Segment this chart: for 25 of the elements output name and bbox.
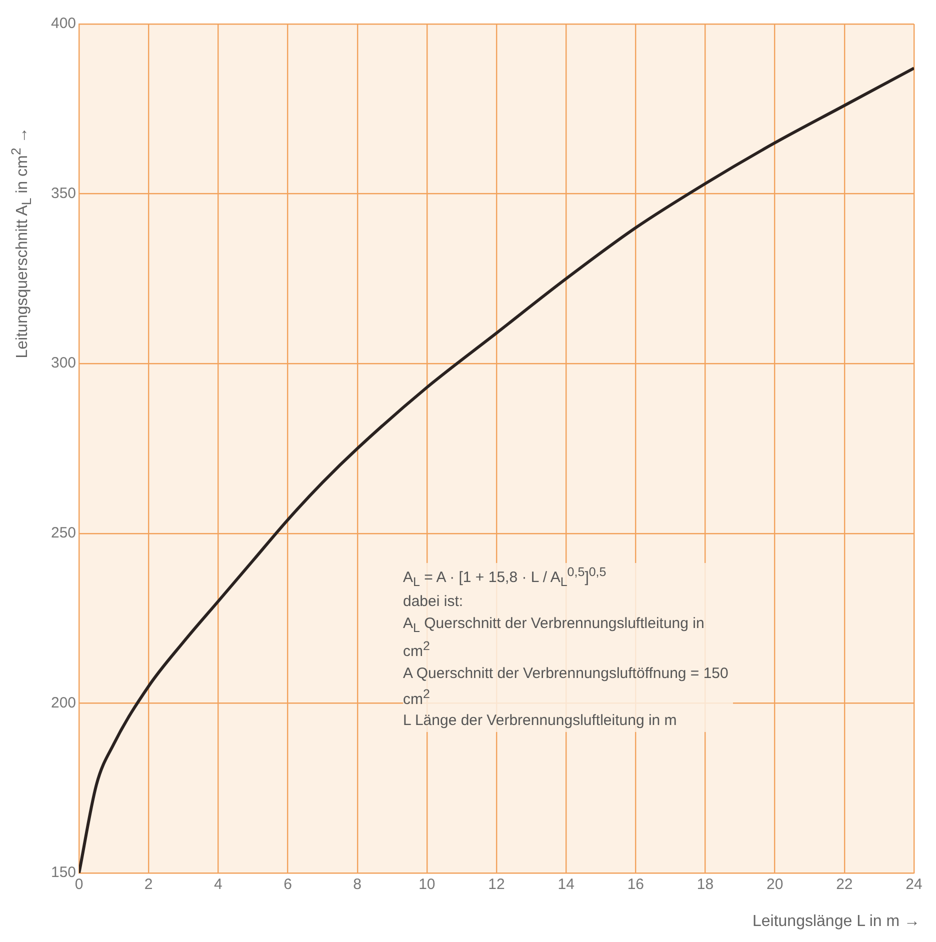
annotation: L Länge der Verbrennungsluftleitung in m	[403, 711, 678, 732]
x-tick-label: 22	[836, 876, 853, 894]
x-tick-label: 24	[906, 876, 922, 894]
x-tick-label: 10	[418, 876, 436, 894]
x-tick-label: 4	[214, 876, 222, 894]
y-tick-label: 300	[50, 354, 76, 372]
annotation: A Querschnitt der Verbrennungsluftöffnung = 150 cm$^{2}$	[403, 664, 730, 710]
x-tick-label: 16	[627, 876, 644, 894]
x-tick-label: 8	[353, 876, 362, 894]
y-tick-label: 150	[50, 864, 76, 882]
annotation: A$_{L}$ = A · [1 + 15,8 · L / A$_{L}$$^{0,5}$]$^{0,5}$	[403, 564, 608, 591]
x-tick-label: 6	[284, 876, 292, 894]
x-tick-label: 2	[144, 876, 153, 894]
x-tick-label: 12	[488, 876, 505, 894]
x-tick-label: 14	[558, 876, 574, 894]
y-tick-label: 350	[50, 184, 76, 202]
x-tick-label: 0	[74, 876, 84, 894]
x-tick-label: 18	[696, 876, 714, 894]
x-tick-label: 20	[766, 876, 784, 894]
y-tick-label: 400	[50, 15, 76, 32]
annotation: dabei ist:	[403, 592, 464, 612]
y-tick-label: 200	[50, 694, 76, 712]
y-tick-label: 250	[50, 524, 76, 542]
annotation: A$_{L}$ Querschnitt der Verbrennungsluftleitung in cm$^{2}$	[403, 614, 706, 662]
x-axis-title: Leitungslänge L in m →	[752, 913, 920, 931]
